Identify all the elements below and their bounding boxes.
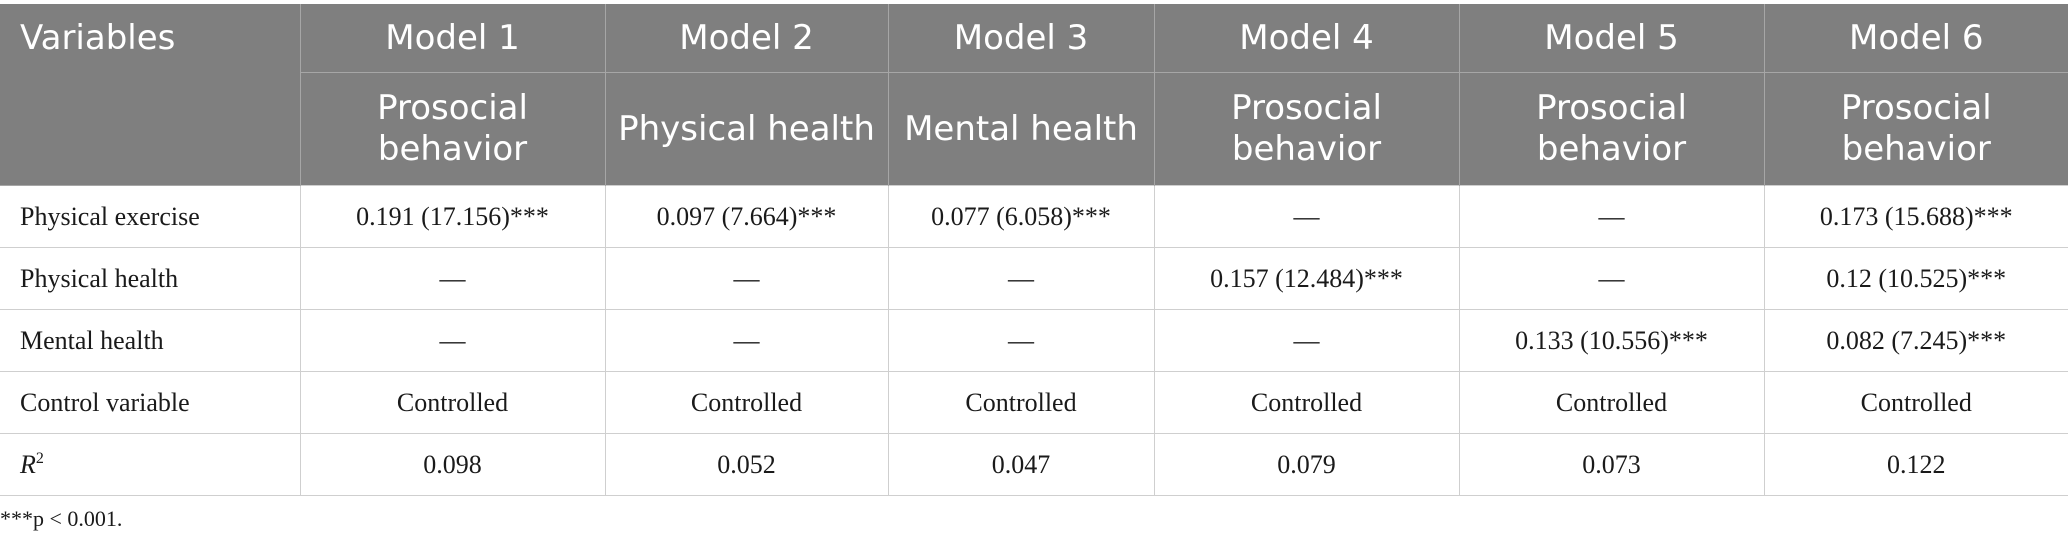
row-label: Physical exercise	[0, 185, 301, 248]
table-cell: Controlled	[604, 371, 889, 434]
table-row: Mental health — — — — 0.133 (10.556)*** …	[0, 309, 2068, 372]
model-4-header: Model 4	[1153, 4, 1460, 73]
model-5-dependent: Prosocial behavior	[1458, 72, 1765, 186]
row-label: Control variable	[0, 371, 301, 434]
table-cell: 0.191 (17.156)***	[299, 185, 606, 248]
table-cell: Controlled	[1458, 371, 1765, 434]
table-row: Physical exercise 0.191 (17.156)*** 0.09…	[0, 185, 2068, 248]
table-cell: 0.133 (10.556)***	[1458, 309, 1765, 372]
table-footnote: ***p < 0.001.	[0, 506, 123, 531]
model-4-dependent: Prosocial behavior	[1153, 72, 1460, 186]
table-cell: —	[1458, 247, 1765, 310]
table-cell: Controlled	[1153, 371, 1460, 434]
table-cell: —	[299, 247, 606, 310]
model-1-dependent: Prosocial behavior	[300, 72, 606, 186]
model-6-header: Model 6	[1763, 4, 2068, 73]
model-5-header: Model 5	[1458, 4, 1765, 73]
table-cell: 0.052	[604, 433, 889, 496]
r-label: R	[20, 449, 36, 479]
table-cell: Controlled	[887, 371, 1155, 434]
table-cell: 0.157 (12.484)***	[1153, 247, 1460, 310]
row-label: Physical health	[0, 247, 301, 310]
table-cell: 0.097 (7.664)***	[604, 185, 889, 248]
header-row-dependents: Prosocial behavior Physical health Menta…	[0, 72, 2068, 186]
table-cell: 0.12 (10.525)***	[1763, 247, 2068, 310]
table-cell: —	[887, 309, 1155, 372]
model-2-header: Model 2	[604, 4, 889, 73]
regression-table: Variables Model 1 Model 2 Model 3 Model …	[0, 4, 2068, 496]
table-cell: —	[1458, 185, 1765, 248]
table-cell: 0.098	[299, 433, 606, 496]
table-cell: 0.082 (7.245)***	[1763, 309, 2068, 372]
table-cell: —	[1153, 309, 1460, 372]
table-cell: 0.173 (15.688)***	[1763, 185, 2068, 248]
table-cell: Controlled	[1763, 371, 2068, 434]
table-row: Physical health — — — 0.157 (12.484)*** …	[0, 247, 2068, 310]
table-row-r-squared: R2 0.098 0.052 0.047 0.079 0.073 0.122	[0, 433, 2068, 496]
model-1-header: Model 1	[299, 4, 606, 73]
model-2-dependent: Physical health	[604, 72, 889, 186]
model-3-header: Model 3	[887, 4, 1155, 73]
table-cell: —	[299, 309, 606, 372]
table-cell: —	[604, 309, 889, 372]
table-cell: 0.077 (6.058)***	[887, 185, 1155, 248]
table-cell: 0.047	[887, 433, 1155, 496]
r-squared-label: R2	[0, 433, 301, 496]
model-3-dependent: Mental health	[887, 72, 1155, 186]
table-cell: Controlled	[299, 371, 606, 434]
r-superscript: 2	[35, 449, 44, 467]
variables-header: Variables	[0, 4, 301, 186]
row-label: Mental health	[0, 309, 301, 372]
table-cell: —	[887, 247, 1155, 310]
table-row: Control variable Controlled Controlled C…	[0, 371, 2068, 434]
table-cell: 0.073	[1458, 433, 1765, 496]
header-row-models: Variables Model 1 Model 2 Model 3 Model …	[0, 4, 2068, 186]
table-cell: —	[1153, 185, 1460, 248]
table-cell: 0.079	[1153, 433, 1460, 496]
model-6-dependent: Prosocial behavior	[1763, 72, 2068, 186]
table-cell: 0.122	[1763, 433, 2068, 496]
table-cell: —	[604, 247, 889, 310]
